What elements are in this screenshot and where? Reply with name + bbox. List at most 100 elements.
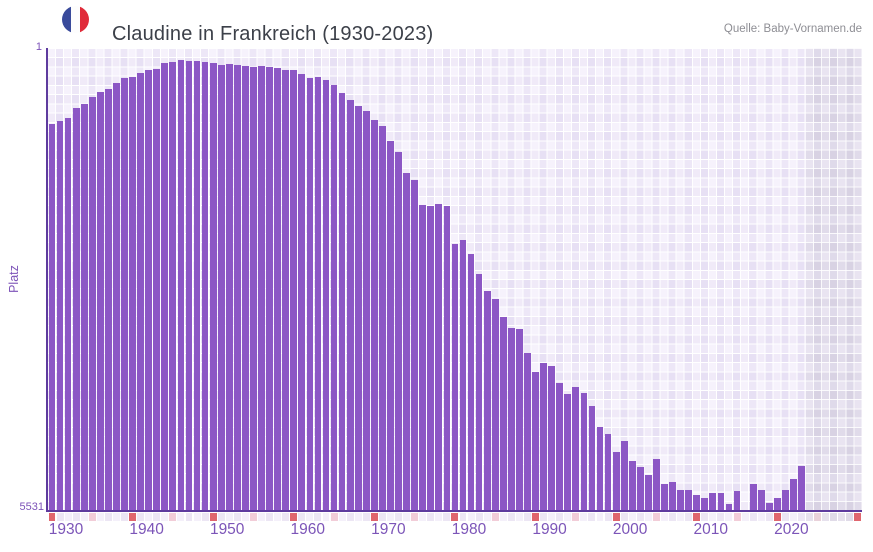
- bar-2019[interactable]: [765, 502, 773, 510]
- bar-2012[interactable]: [709, 493, 717, 510]
- bar-1954[interactable]: [242, 65, 249, 510]
- bar-2020[interactable]: [773, 498, 781, 510]
- bar-1930[interactable]: [48, 124, 56, 510]
- bar-1993[interactable]: [556, 383, 564, 510]
- bar-2003[interactable]: [636, 466, 644, 510]
- bar-1944[interactable]: [161, 63, 169, 510]
- bar-1982[interactable]: [467, 254, 475, 510]
- year-marker-1988: [515, 513, 523, 521]
- bar-1988[interactable]: [516, 329, 523, 510]
- bar-1931[interactable]: [56, 121, 64, 510]
- bar-1972[interactable]: [387, 141, 394, 510]
- bar-1991[interactable]: [540, 362, 547, 510]
- bar-1961[interactable]: [298, 73, 306, 510]
- bar-1990[interactable]: [532, 372, 539, 510]
- bar-1957[interactable]: [266, 67, 273, 510]
- bar-2023[interactable]: [798, 465, 805, 510]
- bar-2018[interactable]: [757, 490, 765, 510]
- bar-1942[interactable]: [145, 69, 153, 510]
- bar-2021[interactable]: [782, 490, 789, 510]
- bar-1964[interactable]: [322, 79, 330, 510]
- bar-1974[interactable]: [403, 172, 410, 510]
- bar-2002[interactable]: [628, 461, 636, 510]
- bar-1936[interactable]: [96, 91, 104, 510]
- bar-1960[interactable]: [290, 70, 298, 510]
- bar-1941[interactable]: [137, 72, 144, 510]
- bar-1963[interactable]: [314, 77, 322, 510]
- bar-1981[interactable]: [459, 240, 467, 510]
- bar-1933[interactable]: [72, 107, 80, 510]
- bar-1984[interactable]: [483, 291, 491, 510]
- bar-1943[interactable]: [153, 68, 161, 510]
- bar-1955[interactable]: [250, 66, 257, 510]
- bar-1968[interactable]: [354, 106, 362, 510]
- bar-1973[interactable]: [395, 151, 402, 510]
- year-marker-2023: [798, 513, 805, 521]
- bar-2006[interactable]: [661, 484, 668, 510]
- year-marker-1979: [443, 513, 451, 521]
- bar-1945[interactable]: [169, 62, 177, 510]
- bar-1997[interactable]: [588, 405, 596, 510]
- bar-1949[interactable]: [201, 62, 209, 510]
- year-marker-1976: [419, 513, 427, 521]
- bar-1976[interactable]: [419, 204, 427, 510]
- bar-1952[interactable]: [225, 63, 233, 510]
- bar-2014[interactable]: [725, 503, 733, 510]
- bar-2000[interactable]: [612, 452, 620, 510]
- bar-1985[interactable]: [491, 299, 499, 510]
- bar-1995[interactable]: [572, 387, 580, 510]
- year-marker-1932: [64, 513, 72, 521]
- bar-1962[interactable]: [306, 77, 314, 510]
- bar-1953[interactable]: [233, 64, 241, 510]
- bar-1971[interactable]: [379, 126, 386, 510]
- bar-1980[interactable]: [451, 243, 459, 510]
- bar-2022[interactable]: [790, 479, 797, 510]
- bar-1970[interactable]: [370, 120, 378, 510]
- bar-2011[interactable]: [701, 498, 709, 510]
- bar-1969[interactable]: [362, 111, 370, 510]
- bar-1958[interactable]: [274, 68, 281, 510]
- bar-2008[interactable]: [677, 490, 684, 510]
- bar-1998[interactable]: [596, 427, 604, 510]
- bar-1967[interactable]: [346, 99, 354, 510]
- bar-1950[interactable]: [209, 62, 217, 510]
- bar-2004[interactable]: [644, 474, 652, 510]
- bar-2009[interactable]: [685, 490, 693, 510]
- bar-1946[interactable]: [177, 60, 185, 510]
- bar-1939[interactable]: [121, 77, 128, 510]
- bar-1986[interactable]: [499, 317, 507, 510]
- bar-1938[interactable]: [113, 83, 120, 510]
- bar-1965[interactable]: [330, 85, 338, 510]
- bar-1937[interactable]: [105, 89, 112, 510]
- bar-1979[interactable]: [443, 205, 451, 510]
- decade-marker-2030: [854, 513, 862, 521]
- bar-1983[interactable]: [475, 273, 483, 510]
- bar-1977[interactable]: [427, 205, 435, 510]
- bar-1996[interactable]: [580, 393, 588, 510]
- bar-2007[interactable]: [669, 482, 676, 510]
- bar-2017[interactable]: [749, 484, 757, 510]
- bar-1947[interactable]: [185, 61, 193, 510]
- bar-1987[interactable]: [507, 327, 515, 510]
- bar-1956[interactable]: [258, 66, 265, 510]
- bar-2010[interactable]: [693, 495, 701, 510]
- bar-1975[interactable]: [411, 180, 419, 510]
- bar-1978[interactable]: [435, 203, 443, 510]
- bar-1932[interactable]: [64, 118, 72, 510]
- bar-1935[interactable]: [88, 96, 96, 510]
- bar-2005[interactable]: [653, 459, 660, 510]
- bar-1959[interactable]: [282, 70, 290, 510]
- bar-2001[interactable]: [620, 440, 628, 510]
- bar-1934[interactable]: [80, 103, 88, 510]
- bar-1940[interactable]: [129, 77, 136, 510]
- bar-2013[interactable]: [717, 493, 725, 510]
- year-marker-1934: [80, 513, 88, 521]
- bar-1948[interactable]: [193, 61, 201, 510]
- bar-1994[interactable]: [564, 394, 572, 510]
- bar-1951[interactable]: [217, 64, 225, 510]
- bar-1966[interactable]: [338, 92, 346, 510]
- bar-2015[interactable]: [733, 491, 741, 510]
- bar-1992[interactable]: [548, 365, 556, 510]
- bar-1999[interactable]: [604, 433, 612, 510]
- bar-1989[interactable]: [524, 353, 531, 510]
